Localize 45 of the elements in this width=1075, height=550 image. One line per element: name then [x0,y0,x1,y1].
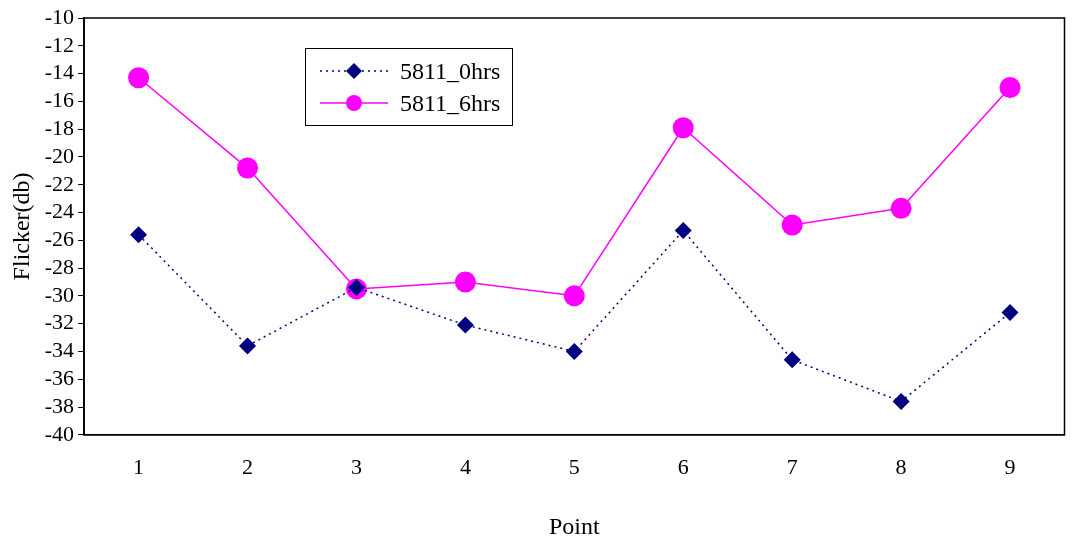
y-tick-label: -32 [44,309,75,335]
point [128,67,150,89]
y-tick-label: -40 [44,420,75,446]
y-tick-label: -20 [44,142,75,168]
x-tick-label: 6 [677,453,689,479]
y-tick-label: -34 [44,337,75,363]
point [999,76,1021,98]
y-tick-label: -12 [44,31,75,57]
y-tick-label: -30 [44,281,75,307]
y-tick-label: -36 [44,365,75,391]
point [456,316,474,334]
x-tick-label: 8 [895,453,907,479]
point [239,337,257,355]
x-tick-label: 3 [350,453,362,479]
y-tick-label: -38 [44,392,75,418]
y-tick-label: -16 [44,87,75,113]
y-tick-label: -26 [44,226,75,252]
point [674,222,692,240]
point [783,351,801,369]
legend-label: 5811_6hrs [400,89,501,117]
x-tick-label: 1 [133,453,145,479]
y-tick-label: -14 [44,59,75,85]
point [237,157,259,179]
y-tick-label: -28 [44,253,75,279]
x-tick-label: 2 [242,453,254,479]
point [892,392,910,410]
point [890,197,912,219]
y-tick-label: -18 [44,114,75,140]
legend-label: 5811_0hrs [400,57,501,85]
y-tick-label: -24 [44,198,75,224]
y-tick-label: -22 [44,170,75,196]
x-axis-title: Point [548,512,600,539]
x-tick-label: 7 [786,453,798,479]
x-tick-label: 9 [1004,453,1016,479]
y-tick-label: -10 [44,3,75,29]
point [565,342,583,360]
point [781,214,803,236]
point [454,271,476,293]
y-axis-title: Flicker(db) [7,172,34,281]
point [130,226,148,244]
point [672,117,694,139]
x-tick-label: 5 [568,453,580,479]
point [563,285,585,307]
x-tick-label: 4 [459,453,471,479]
point [1001,304,1019,322]
